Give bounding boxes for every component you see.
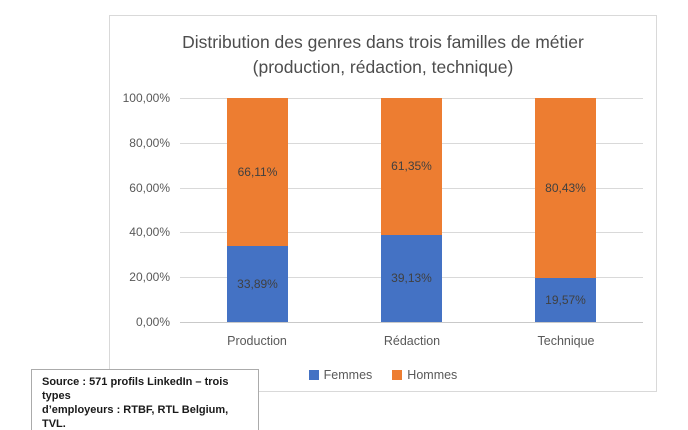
gridline [180,322,643,323]
bar-segment-hommes [227,98,288,246]
chart: Distribution des genres dans trois famil… [109,15,657,392]
legend-item-hommes: Hommes [392,368,457,382]
legend-swatch-icon [308,370,319,380]
legend-label: Femmes [323,368,373,382]
x-axis-category-label: Technique [537,334,595,348]
y-axis-tick-label: 60,00% [129,181,170,195]
legend-label: Hommes [407,368,458,382]
y-axis: 0,00% 20,00% 40,00% 60,00% 80,00% 100,00% [110,16,170,391]
data-label: 61,35% [391,159,432,173]
data-label: 80,43% [545,181,586,195]
bar-segment-femmes [535,278,596,322]
y-axis-tick-label: 40,00% [129,225,170,239]
y-axis-tick-label: 0,00% [135,315,170,329]
bar-segment-femmes [381,235,442,322]
y-axis-tick-label: 100,00% [122,91,170,105]
source-note: Source : 571 profils LinkedIn – trois ty… [31,369,259,430]
x-axis-category-label: Rédaction [383,334,441,348]
y-axis-tick-label: 20,00% [129,270,170,284]
bar-segment-femmes [227,246,288,322]
bar-segment-hommes [535,98,596,278]
x-axis-category-label: Production [227,334,287,348]
bar-segment-hommes [381,98,442,235]
chart-title: Distribution des genres dans trois famil… [182,32,584,77]
y-axis-tick-label: 80,00% [129,136,170,150]
data-label: 66,11% [237,165,278,179]
legend-swatch-icon [392,370,403,380]
data-label: 39,13% [391,271,432,285]
data-label: 33,89% [237,277,278,291]
source-note-line: d’employeurs : RTBF, RTL Belgium, TVL. [42,404,229,430]
plot-area: 33,89% 66,11% Production 39,13% 61,35% Rédact… [180,98,643,348]
source-note-line: Source : 571 profils LinkedIn – trois ty… [42,376,229,402]
legend-item-femmes: Femmes [308,368,373,382]
data-label: 19,57% [545,293,586,307]
legend: Femmes Hommes [110,368,656,382]
